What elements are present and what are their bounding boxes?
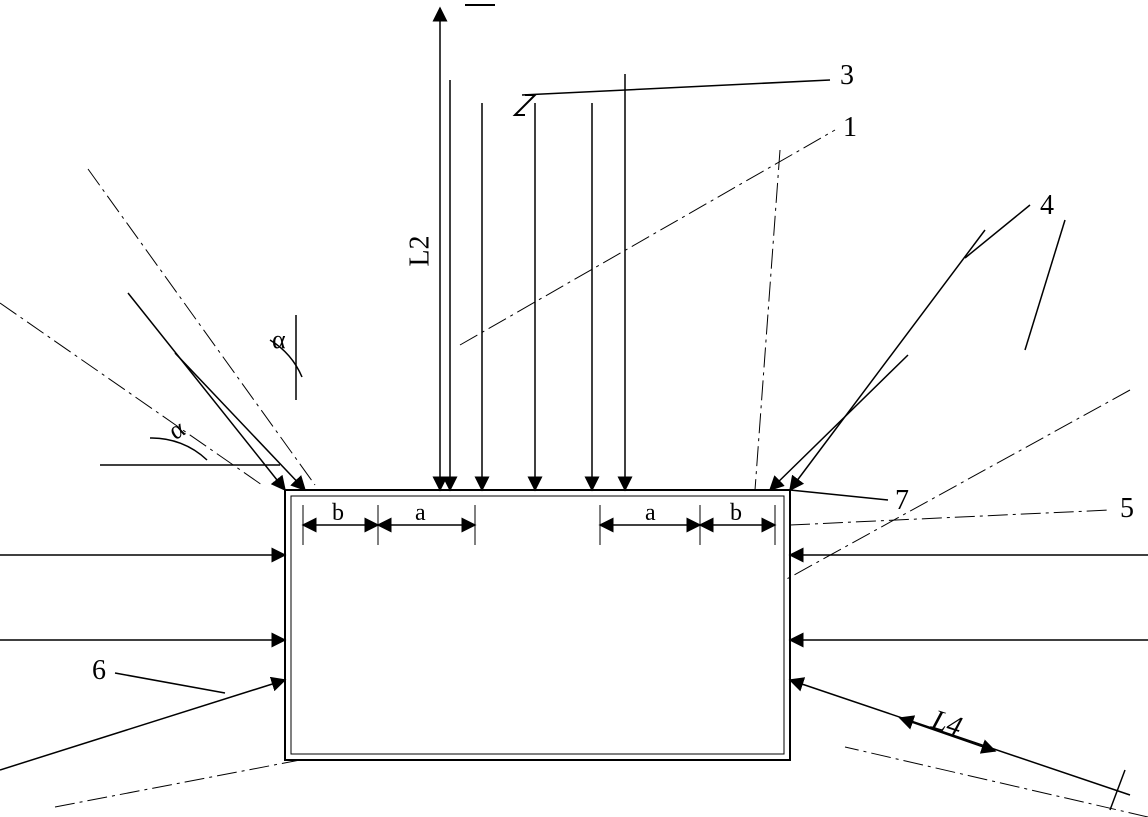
label-alpha1: α	[272, 325, 286, 355]
label-ref7: 7	[895, 485, 909, 517]
diagram-canvas	[0, 0, 1148, 817]
ur-line-2	[770, 355, 908, 490]
ul-line-2	[175, 353, 305, 490]
ur-dash-1	[785, 390, 1130, 580]
label-ref6: 6	[92, 655, 106, 687]
leader-6	[115, 673, 225, 693]
ur-line-1	[790, 230, 985, 490]
label-a2: a	[645, 500, 656, 527]
leader-3	[522, 80, 830, 95]
label-ref1: 1	[843, 112, 857, 144]
leader-4a	[965, 205, 1030, 258]
leader-7	[790, 490, 888, 500]
leader-5	[790, 510, 1110, 525]
break-z	[515, 95, 535, 115]
leader-4b	[1025, 220, 1065, 350]
lr-line-1	[790, 680, 1130, 795]
label-b1: b	[332, 500, 344, 527]
label-a1: a	[415, 500, 426, 527]
label-ref4: 4	[1040, 190, 1054, 222]
L4-tick-right	[1110, 770, 1125, 810]
ll-dash-1	[55, 760, 300, 807]
ur-dash-2	[755, 150, 780, 490]
lr-dash-1	[845, 747, 1148, 817]
ll-line-1	[0, 680, 285, 770]
label-L2: L2	[405, 235, 437, 266]
central-box-inner	[291, 496, 784, 754]
label-b2: b	[730, 500, 742, 527]
label-ref3: 3	[840, 60, 854, 92]
label-ref5: 5	[1120, 493, 1134, 525]
central-box	[285, 490, 790, 760]
ul-dash-1	[0, 303, 262, 485]
